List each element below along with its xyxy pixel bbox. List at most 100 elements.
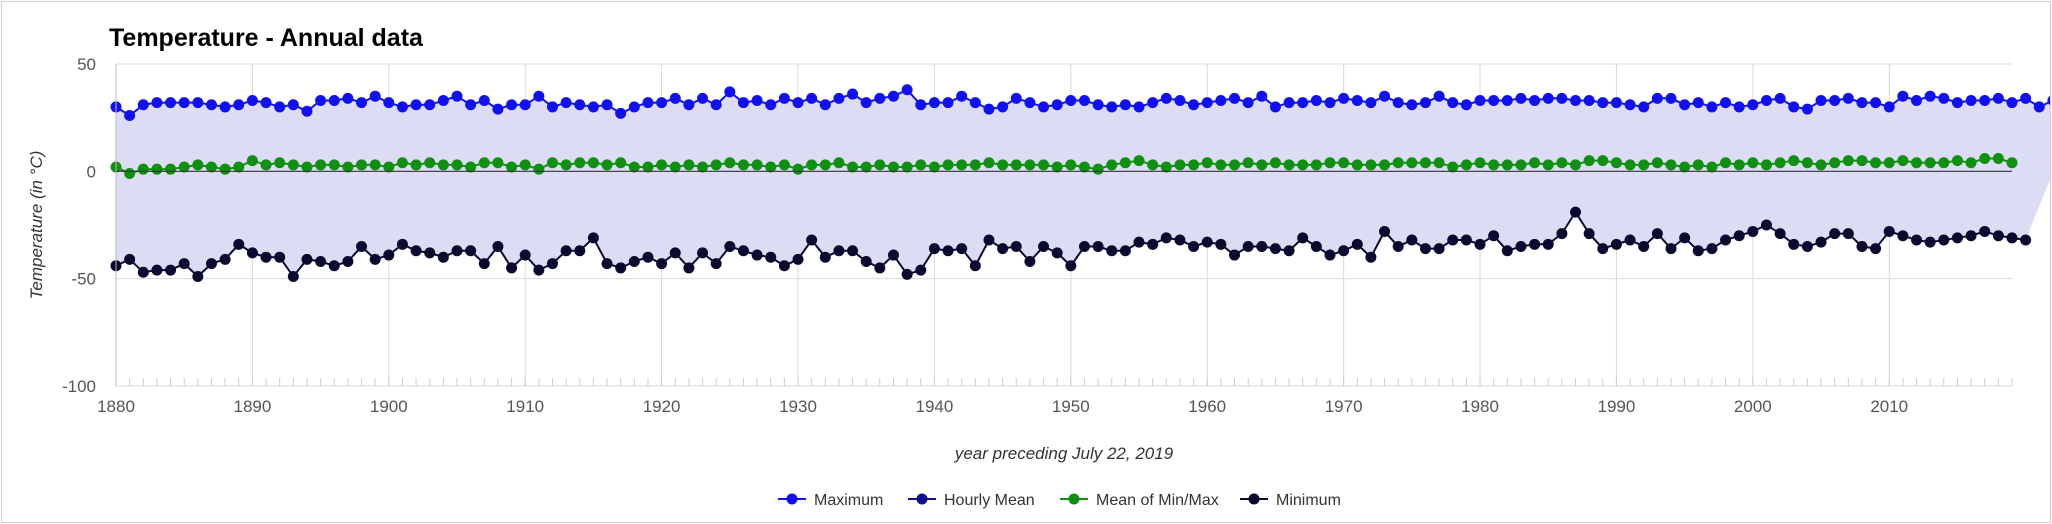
data-point[interactable] xyxy=(2006,232,2018,244)
data-point[interactable] xyxy=(369,253,381,265)
data-point[interactable] xyxy=(874,92,886,104)
data-point[interactable] xyxy=(451,90,463,102)
data-point[interactable] xyxy=(1542,238,1554,250)
data-point[interactable] xyxy=(287,99,299,111)
data-point[interactable] xyxy=(1147,97,1159,109)
data-point[interactable] xyxy=(1392,97,1404,109)
data-point[interactable] xyxy=(546,157,558,169)
data-point[interactable] xyxy=(137,266,149,278)
data-point[interactable] xyxy=(1501,159,1513,171)
data-point[interactable] xyxy=(1665,92,1677,104)
data-point[interactable] xyxy=(901,84,913,96)
data-point[interactable] xyxy=(587,232,599,244)
data-point[interactable] xyxy=(1024,159,1036,171)
data-point[interactable] xyxy=(383,161,395,173)
data-point[interactable] xyxy=(424,157,436,169)
data-point[interactable] xyxy=(342,161,354,173)
legend-item-maximum[interactable]: Maximum xyxy=(778,492,883,509)
data-point[interactable] xyxy=(1406,99,1418,111)
data-point[interactable] xyxy=(1474,157,1486,169)
data-point[interactable] xyxy=(260,251,272,263)
data-point[interactable] xyxy=(1938,92,1950,104)
data-point[interactable] xyxy=(901,268,913,280)
data-point[interactable] xyxy=(137,99,149,111)
data-point[interactable] xyxy=(1529,94,1541,106)
data-point[interactable] xyxy=(1351,94,1363,106)
data-point[interactable] xyxy=(342,92,354,104)
data-point[interactable] xyxy=(356,159,368,171)
data-point[interactable] xyxy=(574,157,586,169)
data-point[interactable] xyxy=(1883,225,1895,237)
data-point[interactable] xyxy=(1815,236,1827,248)
data-point[interactable] xyxy=(124,110,136,122)
data-point[interactable] xyxy=(628,255,640,267)
data-point[interactable] xyxy=(1583,228,1595,240)
data-point[interactable] xyxy=(1119,245,1131,257)
data-point[interactable] xyxy=(1583,94,1595,106)
data-point[interactable] xyxy=(1147,159,1159,171)
data-point[interactable] xyxy=(396,238,408,250)
data-point[interactable] xyxy=(792,163,804,175)
data-point[interactable] xyxy=(287,159,299,171)
data-point[interactable] xyxy=(1160,92,1172,104)
data-point[interactable] xyxy=(533,90,545,102)
data-point[interactable] xyxy=(178,258,190,270)
data-point[interactable] xyxy=(928,243,940,255)
data-point[interactable] xyxy=(1938,234,1950,246)
data-point[interactable] xyxy=(1092,99,1104,111)
data-point[interactable] xyxy=(1842,92,1854,104)
data-point[interactable] xyxy=(396,101,408,113)
data-point[interactable] xyxy=(860,161,872,173)
data-point[interactable] xyxy=(1392,157,1404,169)
data-point[interactable] xyxy=(1338,245,1350,257)
data-point[interactable] xyxy=(833,245,845,257)
data-point[interactable] xyxy=(574,245,586,257)
data-point[interactable] xyxy=(1160,161,1172,173)
data-point[interactable] xyxy=(1597,243,1609,255)
data-point[interactable] xyxy=(1297,159,1309,171)
data-point[interactable] xyxy=(315,159,327,171)
data-point[interactable] xyxy=(1460,159,1472,171)
data-point[interactable] xyxy=(1720,97,1732,109)
data-point[interactable] xyxy=(1488,230,1500,242)
data-point[interactable] xyxy=(151,97,163,109)
data-point[interactable] xyxy=(301,105,313,117)
data-point[interactable] xyxy=(710,258,722,270)
data-point[interactable] xyxy=(1733,230,1745,242)
data-point[interactable] xyxy=(1201,97,1213,109)
data-point[interactable] xyxy=(765,251,777,263)
data-point[interactable] xyxy=(233,99,245,111)
data-point[interactable] xyxy=(737,97,749,109)
data-point[interactable] xyxy=(1433,243,1445,255)
data-point[interactable] xyxy=(1229,249,1241,261)
data-point[interactable] xyxy=(1215,94,1227,106)
data-point[interactable] xyxy=(819,99,831,111)
data-point[interactable] xyxy=(274,157,286,169)
data-point[interactable] xyxy=(751,94,763,106)
data-point[interactable] xyxy=(1051,161,1063,173)
data-point[interactable] xyxy=(806,159,818,171)
data-point[interactable] xyxy=(751,159,763,171)
data-point[interactable] xyxy=(887,161,899,173)
data-point[interactable] xyxy=(1829,157,1841,169)
data-point[interactable] xyxy=(942,159,954,171)
data-point[interactable] xyxy=(1324,97,1336,109)
data-point[interactable] xyxy=(492,240,504,252)
data-point[interactable] xyxy=(1147,238,1159,250)
data-point[interactable] xyxy=(1883,101,1895,113)
data-point[interactable] xyxy=(1856,97,1868,109)
data-point[interactable] xyxy=(246,155,258,167)
data-point[interactable] xyxy=(560,245,572,257)
data-point[interactable] xyxy=(1965,230,1977,242)
data-point[interactable] xyxy=(506,262,518,274)
data-point[interactable] xyxy=(1447,234,1459,246)
data-point[interactable] xyxy=(1815,94,1827,106)
data-point[interactable] xyxy=(219,163,231,175)
data-point[interactable] xyxy=(1324,249,1336,261)
data-point[interactable] xyxy=(1788,238,1800,250)
data-point[interactable] xyxy=(1406,157,1418,169)
data-point[interactable] xyxy=(656,97,668,109)
data-point[interactable] xyxy=(1078,240,1090,252)
data-point[interactable] xyxy=(451,245,463,257)
data-point[interactable] xyxy=(1242,240,1254,252)
